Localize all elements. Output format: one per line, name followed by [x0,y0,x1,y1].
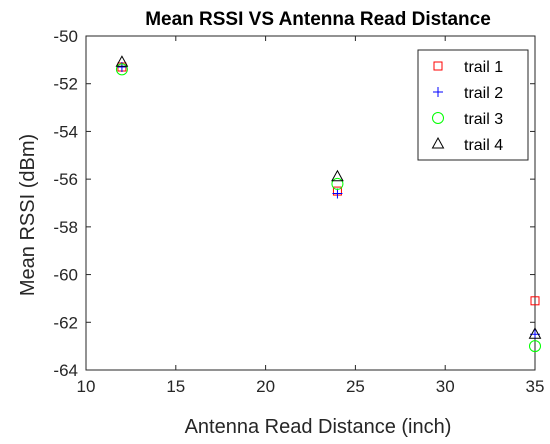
y-axis-ticks: -64 -62 -60 -58 -56 -54 -52 -50 [53,27,535,380]
x-tick-label: 30 [436,377,455,396]
data-point [115,55,129,67]
x-axis-title: Antenna Read Distance (inch) [185,416,452,438]
data-points [115,55,542,353]
legend-marker [433,87,443,97]
y-tick-label: -64 [53,361,78,380]
x-tick-label: 20 [256,377,275,396]
legend-marker [431,136,445,149]
legend: trail 1 trail 2 trail 3 trail 4 [417,49,529,161]
legend-entry: trail 2 [433,85,503,102]
x-tick-label: 15 [166,377,185,396]
legend-label: trail 3 [464,111,503,128]
y-tick-label: -60 [53,266,78,285]
y-tick-label: -56 [53,170,78,189]
x-tick-label: 25 [346,377,365,396]
y-axis-title: Mean RSSI (dBm) [17,134,39,296]
legend-entry: trail 4 [431,136,503,154]
series-4-points [115,55,542,339]
legend-marker [432,112,444,124]
chart-title: Mean RSSI VS Antenna Read Distance [145,9,491,30]
x-tick-label: 35 [526,377,545,396]
legend-marker [433,61,443,71]
y-tick-label: -52 [53,75,78,94]
legend-entry: trail 3 [432,111,503,128]
series-3-points [115,63,541,353]
data-point [530,296,540,306]
data-point [528,327,542,339]
data-point [331,177,344,190]
data-point [332,188,343,199]
legend-label: trail 1 [464,59,503,76]
legend-label: trail 2 [464,85,503,102]
data-point [331,169,344,182]
y-tick-label: -58 [53,218,78,237]
x-axis-ticks: 10 15 20 25 30 35 [77,36,545,396]
y-tick-label: -50 [53,27,78,46]
data-point [529,340,541,353]
legend-entry: trail 1 [433,59,503,76]
data-point [115,63,128,76]
x-tick-label: 10 [77,377,96,396]
y-tick-label: -54 [53,122,78,141]
y-tick-label: -62 [53,313,78,332]
legend-label: trail 4 [464,137,503,154]
